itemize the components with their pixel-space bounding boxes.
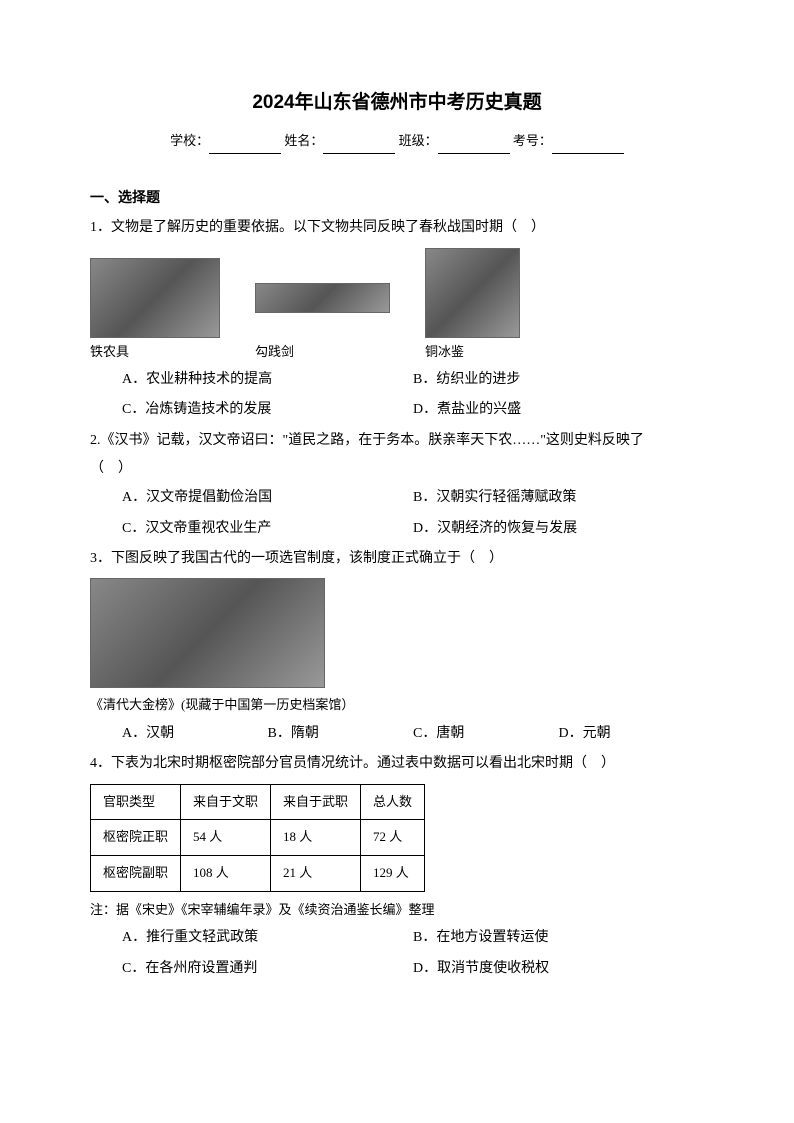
q1-caption-1: 铁农具: [90, 340, 129, 365]
q1-image-1: [90, 258, 220, 338]
th-3: 总人数: [361, 784, 425, 820]
table-header-row: 官职类型 来自于文职 来自于武职 总人数: [91, 784, 425, 820]
q2-option-a: A．汉文帝提倡勤俭治国: [122, 485, 413, 512]
td-0-2: 18 人: [271, 820, 361, 856]
class-label: 班级：: [399, 133, 438, 148]
q1-option-a: A．农业耕种技术的提高: [122, 367, 413, 394]
th-2: 来自于武职: [271, 784, 361, 820]
th-1: 来自于文职: [181, 784, 271, 820]
name-blank: [323, 138, 395, 154]
q3-image: [90, 578, 325, 688]
q2-option-b: B．汉朝实行轻徭薄赋政策: [413, 485, 704, 512]
q1-caption-3: 铜冰鉴: [425, 340, 464, 365]
question-3: 3．下图反映了我国古代的一项选官制度，该制度正式确立于（ ） 《清代大金榜》(现…: [90, 546, 704, 747]
q3-option-d: D．元朝: [559, 721, 705, 748]
form-line: 学校： 姓名： 班级： 考号：: [90, 129, 704, 154]
q1-options: A．农业耕种技术的提高 B．纺织业的进步 C．冶炼铸造技术的发展 D．煮盐业的兴…: [90, 367, 704, 424]
td-1-1: 108 人: [181, 856, 271, 892]
q2-text-2: （ ）: [90, 456, 704, 483]
page-title: 2024年山东省德州市中考历史真题: [90, 85, 704, 121]
q3-option-b: B．隋朝: [268, 721, 414, 748]
question-4: 4．下表为北宋时期枢密院部分官员情况统计。通过表中数据可以看出北宋时期（ ） 官…: [90, 751, 704, 983]
q4-note: 注：据《宋史》《宋宰辅编年录》及《续资治通鉴长编》整理: [90, 898, 704, 923]
name-label: 姓名：: [284, 133, 323, 148]
question-1: 1．文物是了解历史的重要依据。以下文物共同反映了春秋战国时期（ ） 铁农具 勾践…: [90, 215, 704, 423]
q3-option-a: A．汉朝: [122, 721, 268, 748]
class-blank: [438, 138, 510, 154]
school-blank: [209, 138, 281, 154]
q1-caption-2: 勾践剑: [255, 340, 294, 365]
section-header: 一、选择题: [90, 186, 704, 213]
examno-blank: [552, 138, 624, 154]
q1-option-c: C．冶炼铸造技术的发展: [122, 397, 413, 424]
q2-option-d: D．汉朝经济的恢复与发展: [413, 516, 704, 543]
q1-image-2: [255, 283, 390, 313]
q3-text: 3．下图反映了我国古代的一项选官制度，该制度正式确立于（ ）: [90, 546, 704, 573]
q4-option-b: B．在地方设置转运使: [413, 925, 704, 952]
q1-image-3: [425, 248, 520, 338]
q4-option-c: C．在各州府设置通判: [122, 956, 413, 983]
th-0: 官职类型: [91, 784, 181, 820]
q2-text-1: 2.《汉书》记载，汉文帝诏曰："道民之路，在于务本。朕亲率天下农……"这则史料反…: [90, 428, 704, 455]
q4-text: 4．下表为北宋时期枢密院部分官员情况统计。通过表中数据可以看出北宋时期（ ）: [90, 751, 704, 778]
table-row: 枢密院副职 108 人 21 人 129 人: [91, 856, 425, 892]
q4-options: A．推行重文轻武政策 B．在地方设置转运使 C．在各州府设置通判 D．取消节度使…: [90, 925, 704, 982]
q1-text: 1．文物是了解历史的重要依据。以下文物共同反映了春秋战国时期（ ）: [90, 215, 704, 242]
q3-option-c: C．唐朝: [413, 721, 559, 748]
td-0-3: 72 人: [361, 820, 425, 856]
q2-options: A．汉文帝提倡勤俭治国 B．汉朝实行轻徭薄赋政策 C．汉文帝重视农业生产 D．汉…: [90, 485, 704, 542]
q1-images: 铁农具 勾践剑 铜冰鉴: [90, 248, 704, 365]
question-2: 2.《汉书》记载，汉文帝诏曰："道民之路，在于务本。朕亲率天下农……"这则史料反…: [90, 428, 704, 542]
q3-options: A．汉朝 B．隋朝 C．唐朝 D．元朝: [90, 721, 704, 748]
td-1-2: 21 人: [271, 856, 361, 892]
examno-label: 考号：: [513, 133, 552, 148]
q2-option-c: C．汉文帝重视农业生产: [122, 516, 413, 543]
q4-option-d: D．取消节度使收税权: [413, 956, 704, 983]
q1-option-d: D．煮盐业的兴盛: [413, 397, 704, 424]
q4-table: 官职类型 来自于文职 来自于武职 总人数 枢密院正职 54 人 18 人 72 …: [90, 784, 425, 892]
td-0-1: 54 人: [181, 820, 271, 856]
td-1-3: 129 人: [361, 856, 425, 892]
school-label: 学校：: [170, 133, 209, 148]
q3-caption: 《清代大金榜》(现藏于中国第一历史档案馆）: [90, 693, 704, 718]
td-0-0: 枢密院正职: [91, 820, 181, 856]
q1-option-b: B．纺织业的进步: [413, 367, 704, 394]
td-1-0: 枢密院副职: [91, 856, 181, 892]
table-row: 枢密院正职 54 人 18 人 72 人: [91, 820, 425, 856]
q4-option-a: A．推行重文轻武政策: [122, 925, 413, 952]
